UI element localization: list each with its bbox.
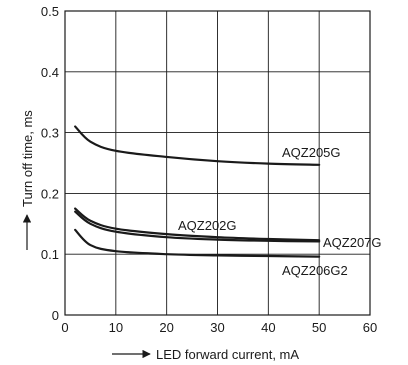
x-tick-label: 60 [363, 320, 377, 335]
y-axis-title: Turn off time, ms [20, 110, 35, 207]
y-tick-label: 0.4 [41, 65, 59, 80]
y-tick-label: 0.1 [41, 247, 59, 262]
series-line [74, 125, 321, 166]
y-tick-label: 0.2 [41, 186, 59, 201]
plot-frame [64, 10, 371, 316]
series-label-layer: AQZ205G AQZ202G AQZ207G AQZ206G2 [178, 145, 382, 278]
y-tick-label: 0.3 [41, 126, 59, 141]
x-tick-label: 30 [210, 320, 224, 335]
series-label: AQZ205G [282, 145, 341, 160]
y-tick-label: 0.5 [41, 4, 59, 19]
grid-layer [65, 11, 370, 315]
series-line [74, 228, 321, 258]
x-axis-title: LED forward current, mA [156, 347, 299, 362]
x-tick-label: 0 [61, 320, 68, 335]
tick-label-layer: 0 10 20 30 40 50 60 0 0.1 0.2 0.3 0.4 0.5 [41, 4, 377, 335]
series-layer [74, 125, 321, 258]
y-tick-label: 0 [52, 308, 59, 323]
series-line [74, 207, 321, 242]
series-label: AQZ207G [323, 235, 382, 250]
x-tick-label: 10 [109, 320, 123, 335]
series-label: AQZ206G2 [282, 263, 348, 278]
x-tick-label: 50 [312, 320, 326, 335]
x-tick-label: 40 [261, 320, 275, 335]
series-label: AQZ202G [178, 218, 237, 233]
series-line [74, 210, 321, 243]
x-tick-label: 20 [159, 320, 173, 335]
